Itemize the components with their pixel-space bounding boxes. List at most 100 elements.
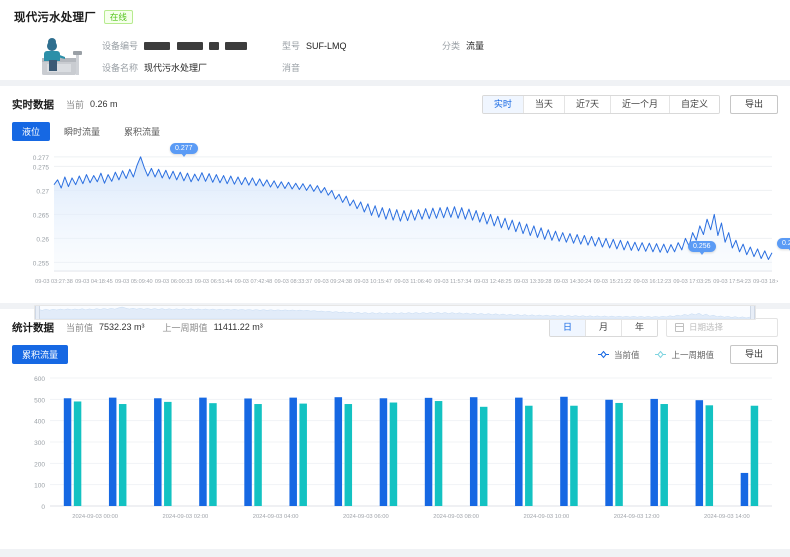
svg-text:09-03 15:21:22: 09-03 15:21:22 [594, 279, 632, 285]
field-model: 型号 SUF-LMQ [282, 39, 442, 52]
svg-text:0.277: 0.277 [33, 155, 50, 162]
svg-text:0.275: 0.275 [33, 164, 50, 171]
range-button-7days[interactable]: 近7天 [564, 95, 611, 113]
tab-liquid-level[interactable]: 液位 [12, 122, 51, 141]
device-illustration-icon [30, 34, 92, 78]
redacted-block [176, 42, 203, 51]
svg-text:100: 100 [34, 483, 45, 490]
device-field-row-2: 设备名称 现代污水处理厂 消音 [102, 61, 776, 74]
realtime-export-button[interactable]: 导出 [729, 94, 778, 114]
field-device-code-value [144, 41, 247, 51]
svg-text:500: 500 [34, 397, 45, 404]
svg-text:09-03 18:45:22: 09-03 18:45:22 [753, 279, 778, 285]
svg-text:09-03 06:51:44: 09-03 06:51:44 [195, 279, 233, 285]
page-title: 现代污水处理厂 [14, 12, 96, 24]
svg-text:2024-09-03 12:00: 2024-09-03 12:00 [614, 514, 660, 520]
svg-text:300: 300 [34, 440, 45, 447]
range-button-day[interactable]: 日 [549, 318, 586, 336]
statistics-current-label: 当前值 [66, 322, 94, 333]
status-badge: 在线 [103, 9, 133, 25]
svg-text:0.265: 0.265 [33, 212, 50, 219]
chart-tooltip: 0.255 [777, 238, 790, 252]
svg-text:09-03 10:15:47: 09-03 10:15:47 [354, 279, 392, 285]
legend-item-current[interactable]: 当前值 [597, 349, 639, 361]
range-button-today[interactable]: 当天 [523, 95, 565, 113]
range-button-realtime[interactable]: 实时 [482, 95, 524, 113]
statistics-export-button[interactable]: 导出 [729, 345, 778, 364]
redacted-block [144, 42, 171, 51]
statistics-range-segmented[interactable]: 日 月 年 [548, 317, 658, 337]
range-button-1month[interactable]: 近一个月 [610, 95, 670, 113]
svg-text:2024-09-03 14:00: 2024-09-03 14:00 [704, 514, 750, 520]
svg-text:2024-09-03 08:00: 2024-09-03 08:00 [433, 514, 479, 520]
statistics-current-value: 7532.23 m³ [99, 322, 145, 332]
legend-marker-icon [655, 350, 667, 359]
bar-chart-legend: 当前值 上一周期值 导出 [597, 345, 778, 364]
liquid-level-line-chart: 0.277 0.275 0.27 0.265 0.26 0.255 09-03 03:27:… [12, 143, 790, 303]
field-mute: 消音 [282, 61, 442, 74]
svg-text:2024-09-03 00:00: 2024-09-03 00:00 [72, 514, 118, 520]
svg-text:09-03 17:54:23: 09-03 17:54:23 [713, 279, 751, 285]
svg-text:09-03 17:03:25: 09-03 17:03:25 [673, 279, 711, 285]
realtime-data-card: 实时数据 当前 0.26 m 实时 当天 近7天 近一个月 自定义 导出 液位 … [0, 86, 790, 320]
svg-text:09-03 16:12:23: 09-03 16:12:23 [634, 279, 672, 285]
realtime-title: 实时数据 [12, 98, 54, 111]
device-title-row: 现代污水处理厂 在线 [14, 9, 776, 25]
zoom-handle-right[interactable] [750, 306, 755, 319]
statistics-tabs[interactable]: 累积流量 [12, 345, 69, 364]
statistics-previous-value: 11411.22 m³ [213, 322, 263, 332]
range-button-year[interactable]: 年 [621, 318, 657, 336]
svg-text:0: 0 [41, 504, 45, 511]
field-device-name: 设备名称 现代污水处理厂 [102, 61, 282, 74]
field-category-value: 流量 [466, 41, 485, 51]
device-info-body: 设备编号 型号 SUF-LMQ 分类 流量 [14, 34, 776, 83]
realtime-header: 实时数据 当前 0.26 m 实时 当天 近7天 近一个月 自定义 导出 [12, 94, 778, 114]
field-model-value: SUF-LMQ [306, 40, 347, 51]
field-device-code-label: 设备编号 [102, 41, 139, 51]
date-picker-placeholder: 日期选择 [689, 322, 724, 332]
svg-text:0.255: 0.255 [33, 260, 50, 267]
device-field-row-1: 设备编号 型号 SUF-LMQ 分类 流量 [102, 39, 776, 52]
device-fields: 设备编号 型号 SUF-LMQ 分类 流量 [102, 34, 776, 83]
svg-text:600: 600 [34, 376, 45, 383]
legend-label-previous: 上一周期值 [671, 349, 714, 360]
realtime-tabs[interactable]: 液位 瞬时流量 累积流量 [12, 122, 778, 141]
chart-tooltip: 0.277 [170, 143, 198, 157]
legend-item-previous[interactable]: 上一周期值 [655, 349, 714, 361]
redacted-block [209, 42, 220, 51]
field-mute-label: 消音 [282, 63, 301, 73]
svg-text:09-03 11:57:34: 09-03 11:57:34 [434, 279, 471, 285]
zoom-handle-left[interactable] [35, 306, 40, 319]
statistics-card: 统计数据 当前值 7532.23 m³ 上一周期值 11411.22 m³ 日 … [0, 309, 790, 549]
statistics-previous-label: 上一周期值 [162, 322, 208, 333]
field-device-name-label: 设备名称 [102, 63, 139, 73]
svg-text:09-03 04:18:45: 09-03 04:18:45 [75, 279, 113, 285]
realtime-range-segmented[interactable]: 实时 当天 近7天 近一个月 自定义 [481, 94, 720, 114]
svg-text:09-03 12:48:25: 09-03 12:48:25 [474, 279, 512, 285]
range-button-custom[interactable]: 自定义 [669, 95, 719, 113]
svg-text:09-03 07:42:48: 09-03 07:42:48 [235, 279, 273, 285]
statistics-header: 统计数据 当前值 7532.23 m³ 上一周期值 11411.22 m³ 日 … [12, 317, 778, 337]
chart-zoom-slider[interactable] [34, 305, 756, 320]
field-model-label: 型号 [282, 41, 301, 51]
svg-text:09-03 08:33:37: 09-03 08:33:37 [275, 279, 313, 285]
tab-cumulative-flow-stats[interactable]: 累积流量 [12, 345, 69, 364]
field-category-label: 分类 [442, 41, 461, 51]
svg-text:09-03 06:00:33: 09-03 06:00:33 [155, 279, 193, 285]
range-button-month[interactable]: 月 [585, 318, 622, 336]
field-device-name-value: 现代污水处理厂 [144, 63, 208, 73]
statistics-title: 统计数据 [12, 321, 54, 334]
svg-text:200: 200 [34, 461, 45, 468]
calendar-icon [675, 322, 684, 332]
svg-text:2024-09-03 02:00: 2024-09-03 02:00 [162, 514, 208, 520]
realtime-current-value: 0.26 m [90, 99, 118, 109]
tab-instant-flow[interactable]: 瞬时流量 [64, 127, 101, 137]
svg-text:0.26: 0.26 [36, 236, 49, 243]
svg-text:09-03 13:39:28: 09-03 13:39:28 [514, 279, 552, 285]
svg-text:09-03 14:30:24: 09-03 14:30:24 [554, 279, 592, 285]
tab-cumulative-flow[interactable]: 累积流量 [124, 127, 161, 137]
statistics-tabs-row: 累积流量 当前值 [12, 345, 778, 364]
realtime-current-label: 当前 [66, 99, 85, 110]
date-picker[interactable]: 日期选择 [666, 317, 778, 337]
svg-text:0.27: 0.27 [36, 188, 49, 195]
